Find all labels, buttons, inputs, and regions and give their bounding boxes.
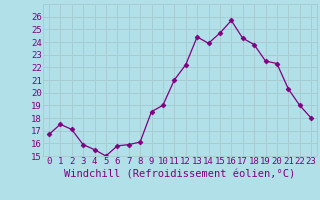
X-axis label: Windchill (Refroidissement éolien,°C): Windchill (Refroidissement éolien,°C) [64,169,296,179]
